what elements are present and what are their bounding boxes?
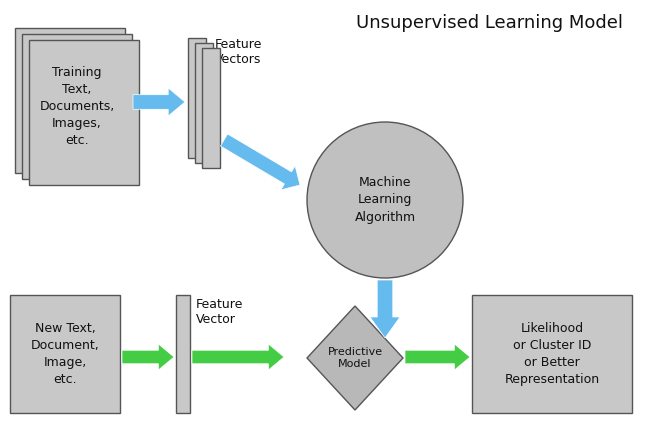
Bar bbox=[29, 40, 139, 185]
Bar bbox=[10, 295, 120, 413]
Text: Predictive
Model: Predictive Model bbox=[328, 347, 383, 369]
Text: Unsupervised Learning Model: Unsupervised Learning Model bbox=[356, 14, 623, 32]
Text: Training
Text,
Documents,
Images,
etc.: Training Text, Documents, Images, etc. bbox=[40, 66, 114, 147]
Ellipse shape bbox=[307, 122, 463, 278]
Bar bbox=[202, 48, 220, 168]
Polygon shape bbox=[133, 88, 185, 116]
Text: Feature
Vector: Feature Vector bbox=[196, 298, 243, 326]
Text: Likelihood
or Cluster ID
or Better
Representation: Likelihood or Cluster ID or Better Repre… bbox=[504, 322, 599, 386]
Polygon shape bbox=[307, 306, 403, 410]
Text: New Text,
Document,
Image,
etc.: New Text, Document, Image, etc. bbox=[31, 322, 99, 386]
Polygon shape bbox=[192, 344, 284, 370]
Bar bbox=[22, 34, 132, 179]
Bar bbox=[195, 43, 213, 163]
Polygon shape bbox=[370, 280, 400, 338]
Bar bbox=[188, 38, 206, 158]
Polygon shape bbox=[122, 344, 174, 370]
FancyArrow shape bbox=[220, 134, 300, 190]
Text: Machine
Learning
Algorithm: Machine Learning Algorithm bbox=[354, 175, 415, 224]
Bar bbox=[15, 28, 125, 173]
Bar bbox=[472, 295, 632, 413]
Bar bbox=[176, 295, 190, 413]
Polygon shape bbox=[405, 344, 470, 370]
Text: Feature
Vectors: Feature Vectors bbox=[215, 38, 263, 66]
